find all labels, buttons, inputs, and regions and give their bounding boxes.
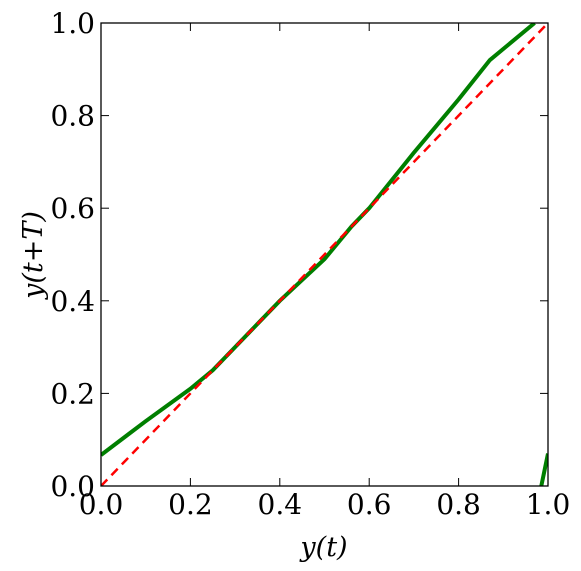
y-tick-label: 0.8: [50, 100, 95, 133]
y-axis-label: y(t+T): [18, 211, 49, 300]
y-tick-label: 0.0: [50, 470, 95, 503]
y-tick-label: 0.2: [50, 377, 95, 410]
x-tick-label: 0.0: [79, 488, 124, 521]
data-line: [101, 23, 548, 486]
y-tick-label: 0.6: [50, 192, 95, 225]
x-tick-label: 0.4: [258, 488, 303, 521]
x-tick-label: 0.8: [436, 488, 481, 521]
x-tick-label: 0.2: [168, 488, 213, 521]
x-tick-label: 1.0: [526, 488, 571, 521]
data-line: [101, 23, 548, 486]
y-tick-label: 0.4: [50, 285, 95, 318]
y-tick-label: 1.0: [50, 7, 95, 40]
plot-frame: [100, 22, 549, 487]
x-axis-label: y(t): [299, 532, 347, 563]
x-tick-label: 0.6: [347, 488, 392, 521]
